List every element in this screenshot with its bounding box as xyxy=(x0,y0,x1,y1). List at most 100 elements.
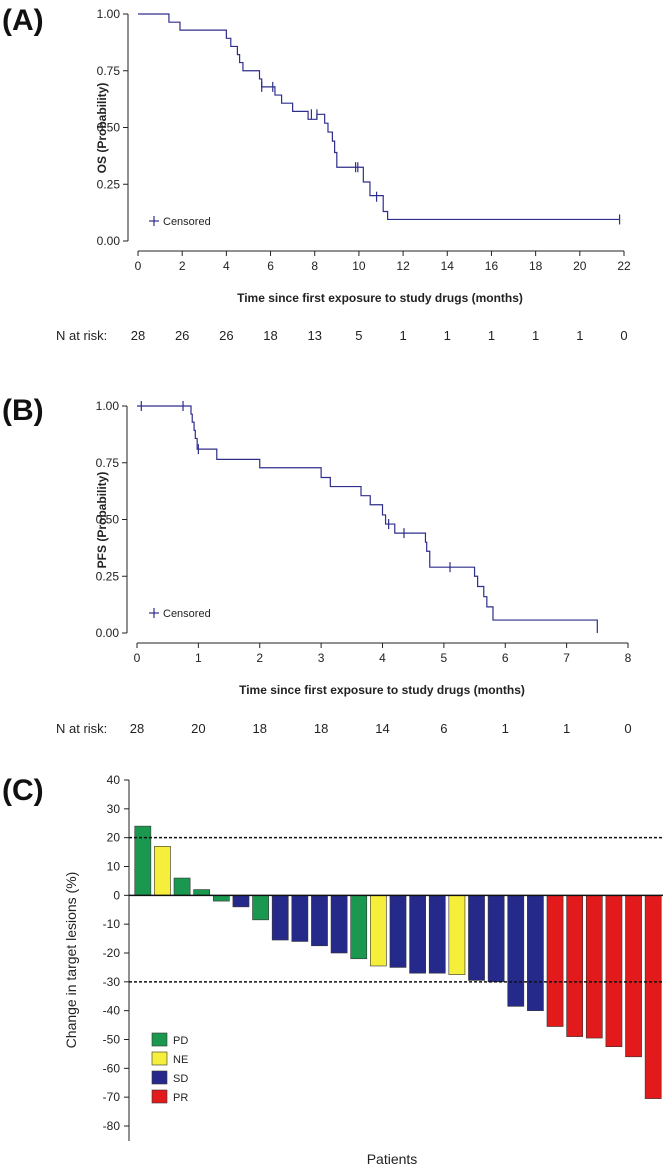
pfs-y-axis-title: PFS (Probability) xyxy=(95,472,109,569)
bar-pr xyxy=(644,895,662,1099)
legend-label-pd: PD xyxy=(173,1035,188,1047)
x-tick-label: 22 xyxy=(617,259,631,273)
bar-pr xyxy=(605,895,623,1048)
risk-count: 26 xyxy=(175,328,189,343)
x-tick-label: 5 xyxy=(441,651,448,665)
bar-sd xyxy=(291,895,309,942)
x-tick-label: 0 xyxy=(135,259,142,273)
risk-count: 1 xyxy=(444,328,451,343)
survival-curve xyxy=(137,405,598,633)
bar-ne xyxy=(448,895,466,975)
bar-pr xyxy=(585,895,603,1039)
y-tick-label: 20 xyxy=(107,831,121,845)
y-tick-label: 0.00 xyxy=(97,234,121,248)
risk-count: 20 xyxy=(191,721,205,736)
x-tick-label: 6 xyxy=(267,259,274,273)
panel-a: (A) OS (Probability) Time since first ex… xyxy=(2,4,631,343)
risk-count: 1 xyxy=(399,328,406,343)
bar-sd xyxy=(468,895,485,981)
y-tick-label: -70 xyxy=(103,1090,121,1104)
risk-count: 18 xyxy=(263,328,277,343)
y-tick-label: -10 xyxy=(103,917,121,931)
y-tick-label: 0.75 xyxy=(96,456,120,470)
bar-pr xyxy=(566,895,584,1037)
x-tick-label: 0 xyxy=(134,651,141,665)
legend-swatch-sd xyxy=(151,1070,168,1085)
y-tick-label: 0.25 xyxy=(97,177,121,191)
panel-c: (C) Change in target lesions (%) Patient… xyxy=(2,773,663,1167)
y-tick-label: -30 xyxy=(103,975,121,989)
bar-sd xyxy=(271,895,289,941)
pfs-km-plot: 0 1 2 3 4 5 6 7 8 0.00 0.25 0.50 0.75 1.00 28 20 18 18 14 6… xyxy=(96,399,632,736)
y-tick-label: 0.50 xyxy=(96,513,120,527)
os-km-plot: 0 2 4 6 8 10 12 14 16 18 20 220.000.250.500.751.002… xyxy=(97,7,631,343)
y-tick-label: 0.75 xyxy=(97,64,121,78)
bar-pd xyxy=(350,895,368,960)
risk-count: 26 xyxy=(219,328,233,343)
x-tick-label: 12 xyxy=(396,259,410,273)
y-tick-label: -60 xyxy=(103,1061,121,1075)
bar-sd xyxy=(409,895,426,974)
x-tick-label: 20 xyxy=(573,259,587,273)
y-tick-label: 0 xyxy=(113,888,120,902)
os-legend-label: Censored xyxy=(163,216,211,228)
risk-count: 13 xyxy=(307,328,321,343)
y-tick-label: -80 xyxy=(103,1119,121,1133)
x-tick-label: 18 xyxy=(529,259,543,273)
x-tick-label: 14 xyxy=(441,259,455,273)
risk-count: 28 xyxy=(131,328,145,343)
bar-sd xyxy=(487,895,505,983)
risk-count: 5 xyxy=(355,328,362,343)
panel-label-b: (B) xyxy=(2,394,44,427)
x-tick-label: 2 xyxy=(179,259,186,273)
os-x-axis-title: Time since first exposure to study drugs… xyxy=(237,291,523,305)
y-tick-label: -20 xyxy=(103,946,121,960)
bar-sd xyxy=(507,895,525,1007)
x-tick-label: 6 xyxy=(502,651,509,665)
panel-label-a: (A) xyxy=(2,4,44,37)
y-tick-label: 0.00 xyxy=(96,626,120,640)
pfs-x-axis-title: Time since first exposure to study drugs… xyxy=(239,683,525,697)
os-risk-label: N at risk: xyxy=(56,328,107,343)
legend-swatch-pd xyxy=(151,1032,168,1047)
legend-label-pr: PR xyxy=(173,1092,188,1104)
y-tick-label: 10 xyxy=(107,860,121,874)
x-tick-label: 1 xyxy=(195,651,202,665)
y-tick-label: -40 xyxy=(103,1004,121,1018)
risk-count: 1 xyxy=(502,721,509,736)
bar-sd xyxy=(428,895,446,974)
bar-sd xyxy=(232,895,250,908)
risk-count: 1 xyxy=(532,328,539,343)
x-tick-label: 16 xyxy=(485,259,499,273)
risk-count: 0 xyxy=(620,328,627,343)
waterfall-plot: 40 30 20 10 0 -10 -20 -30 -40 -50 -60 -70 -80 xyxy=(103,773,663,1141)
bar-pr xyxy=(625,895,642,1058)
risk-count: 0 xyxy=(624,721,631,736)
y-tick-label: 40 xyxy=(107,773,121,787)
bar-sd xyxy=(311,895,328,947)
bar-pd xyxy=(252,895,269,921)
risk-count: 28 xyxy=(130,721,144,736)
waterfall-y-axis-title: Change in target lesions (%) xyxy=(63,872,79,1049)
bar-ne xyxy=(154,846,171,896)
waterfall-legend: PD NE SD PR xyxy=(151,1032,188,1104)
risk-count: 18 xyxy=(314,721,328,736)
x-tick-label: 4 xyxy=(223,259,230,273)
legend-label-ne: NE xyxy=(173,1054,188,1066)
risk-count: 1 xyxy=(563,721,570,736)
bar-sd xyxy=(527,895,544,1011)
x-tick-label: 7 xyxy=(563,651,570,665)
y-tick-label: 1.00 xyxy=(97,7,121,21)
bar-ne xyxy=(370,895,387,967)
os-y-axis-title: OS (Probability) xyxy=(95,83,109,174)
legend-label-sd: SD xyxy=(173,1073,188,1085)
risk-count: 1 xyxy=(488,328,495,343)
os-legend: Censored xyxy=(149,216,211,228)
x-tick-label: 4 xyxy=(379,651,386,665)
panel-b: (B) PFS (Probability) Time since first e… xyxy=(2,394,632,736)
risk-count: 6 xyxy=(440,721,447,736)
x-tick-label: 10 xyxy=(352,259,366,273)
y-tick-label: 30 xyxy=(107,802,121,816)
bar-pd xyxy=(173,877,191,896)
